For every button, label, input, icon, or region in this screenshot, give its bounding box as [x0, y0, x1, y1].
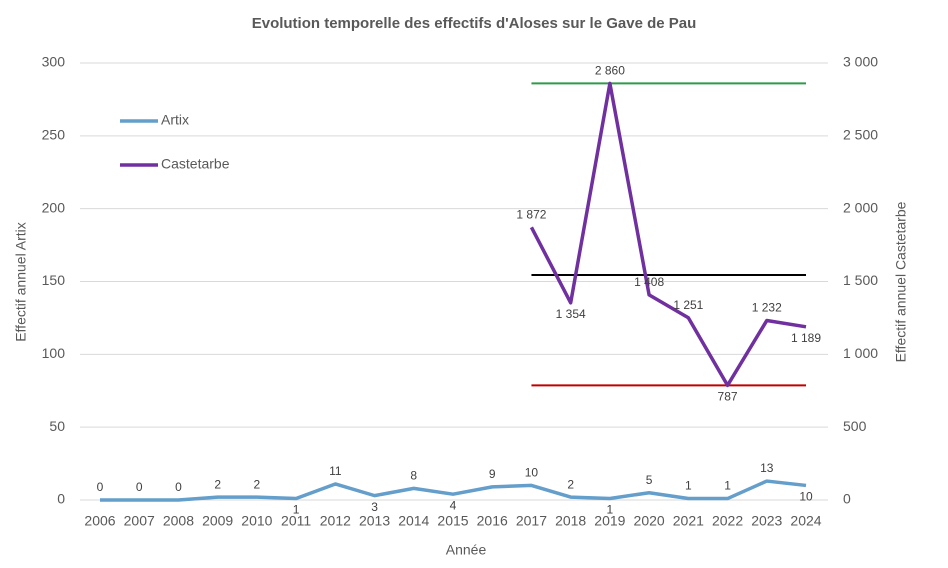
x-tick-label: 2007 — [124, 513, 155, 529]
y2-tick-label: 2 000 — [843, 199, 878, 215]
y-tick-label: 50 — [49, 418, 65, 434]
x-tick-label: 2017 — [516, 513, 547, 529]
y-tick-label: 100 — [42, 345, 66, 361]
x-axis-title: Année — [446, 542, 487, 558]
data-label: 11 — [329, 464, 342, 478]
data-label: 9 — [489, 467, 496, 481]
x-tick-label: 2013 — [359, 513, 390, 529]
data-label: 0 — [97, 480, 104, 494]
data-label: 3 — [371, 500, 378, 514]
data-label: 1 354 — [556, 307, 586, 321]
data-label: 4 — [450, 498, 457, 512]
data-label: 1 408 — [634, 275, 664, 289]
y-tick-label: 0 — [57, 491, 65, 507]
data-label: 13 — [760, 461, 774, 475]
x-tick-label: 2006 — [84, 513, 115, 529]
x-tick-label: 2014 — [398, 513, 429, 529]
x-tick-label: 2016 — [477, 513, 508, 529]
x-tick-label: 2008 — [163, 513, 194, 529]
series-line — [529, 81, 807, 388]
x-tick-label: 2023 — [751, 513, 782, 529]
y-tick-label: 250 — [42, 127, 66, 143]
data-label: 1 — [293, 503, 300, 517]
data-label: 10 — [799, 490, 813, 504]
y-tick-label: 150 — [42, 272, 66, 288]
legend-label: Artix — [161, 112, 189, 128]
x-tick-label: 2012 — [320, 513, 351, 529]
x-tick-label: 2021 — [673, 513, 704, 529]
legend-label: Castetarbe — [161, 156, 230, 172]
data-label: 5 — [646, 473, 653, 487]
y2-tick-label: 1 000 — [843, 345, 878, 361]
data-label: 1 189 — [791, 331, 821, 345]
data-label: 1 — [724, 479, 731, 493]
y2-tick-label: 3 000 — [843, 54, 878, 70]
y2-axis-title: Effectif annuel Castetarbe — [893, 201, 909, 362]
data-label: 1 232 — [752, 301, 782, 315]
y2-tick-label: 0 — [843, 491, 851, 507]
data-label: 2 — [567, 477, 574, 491]
data-label: 1 872 — [516, 207, 546, 221]
y-tick-label: 300 — [42, 54, 66, 70]
y2-tick-label: 500 — [843, 418, 867, 434]
data-label: 0 — [175, 480, 182, 494]
series-line — [100, 479, 807, 502]
data-label: 2 — [254, 477, 261, 491]
data-label: 1 — [607, 503, 614, 517]
y2-tick-label: 1 500 — [843, 272, 878, 288]
x-tick-label: 2022 — [712, 513, 743, 529]
data-label: 1 251 — [673, 298, 703, 312]
x-tick-label: 2010 — [241, 513, 272, 529]
x-tick-label: 2015 — [437, 513, 468, 529]
data-label: 8 — [410, 469, 417, 483]
data-label: 787 — [718, 390, 738, 404]
data-label: 10 — [525, 466, 539, 480]
y2-tick-label: 2 500 — [843, 127, 878, 143]
data-label: 2 — [214, 477, 221, 491]
chart-title: Evolution temporelle des effectifs d'Alo… — [252, 15, 697, 32]
x-tick-label: 2020 — [634, 513, 665, 529]
y-axis-title: Effectif annuel Artix — [13, 222, 29, 342]
x-tick-label: 2019 — [594, 513, 625, 529]
data-label: 0 — [136, 480, 143, 494]
x-tick-label: 2018 — [555, 513, 586, 529]
x-tick-label: 2009 — [202, 513, 233, 529]
data-label: 1 — [685, 479, 692, 493]
data-label: 2 860 — [595, 64, 625, 78]
x-tick-label: 2011 — [281, 513, 311, 529]
x-tick-label: 2024 — [790, 513, 821, 529]
y-tick-label: 200 — [42, 199, 66, 215]
